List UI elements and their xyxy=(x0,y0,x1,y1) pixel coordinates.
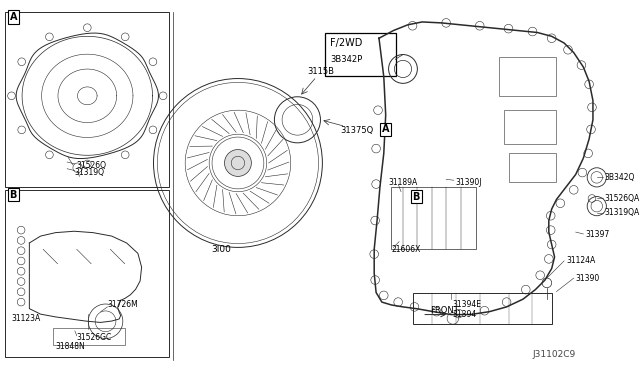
Text: F/2WD: F/2WD xyxy=(330,38,362,48)
Text: 3l00: 3l00 xyxy=(211,245,231,254)
Text: 31319Q: 31319Q xyxy=(75,168,105,177)
Text: 31189A: 31189A xyxy=(388,178,418,187)
Text: 31526GC: 31526GC xyxy=(77,333,112,342)
Text: 21606X: 21606X xyxy=(392,245,421,254)
Text: B: B xyxy=(10,190,17,200)
Text: 31397: 31397 xyxy=(585,230,609,240)
FancyBboxPatch shape xyxy=(325,33,396,76)
Bar xyxy=(52,328,125,345)
Bar xyxy=(499,57,557,96)
Text: 31375Q: 31375Q xyxy=(340,126,374,135)
Text: J31102C9: J31102C9 xyxy=(532,350,576,359)
Text: 31124A: 31124A xyxy=(566,256,595,265)
Text: A: A xyxy=(382,124,389,134)
Text: 3B342Q: 3B342Q xyxy=(604,173,635,182)
Text: 31394: 31394 xyxy=(453,310,477,319)
Text: 31390: 31390 xyxy=(575,274,600,283)
Bar xyxy=(4,12,169,187)
Bar xyxy=(504,110,557,144)
Bar xyxy=(509,153,557,182)
Text: 31526QA: 31526QA xyxy=(604,194,640,203)
Text: 31526Q: 31526Q xyxy=(77,161,107,170)
Bar xyxy=(4,190,169,357)
Text: 31390J: 31390J xyxy=(456,178,483,187)
Text: 3B342P: 3B342P xyxy=(330,55,362,64)
Bar xyxy=(413,294,552,324)
Bar xyxy=(392,187,476,249)
Text: 31319QA: 31319QA xyxy=(604,208,640,217)
Text: 31394E: 31394E xyxy=(453,301,482,310)
Text: 31848N: 31848N xyxy=(56,342,85,351)
Circle shape xyxy=(225,150,252,176)
Text: 31726M: 31726M xyxy=(108,301,138,310)
Text: 3115B: 3115B xyxy=(307,67,334,76)
Text: A: A xyxy=(10,12,17,22)
Text: FRONT: FRONT xyxy=(430,306,459,315)
Text: 31123A: 31123A xyxy=(12,314,41,323)
Text: B: B xyxy=(413,192,420,202)
